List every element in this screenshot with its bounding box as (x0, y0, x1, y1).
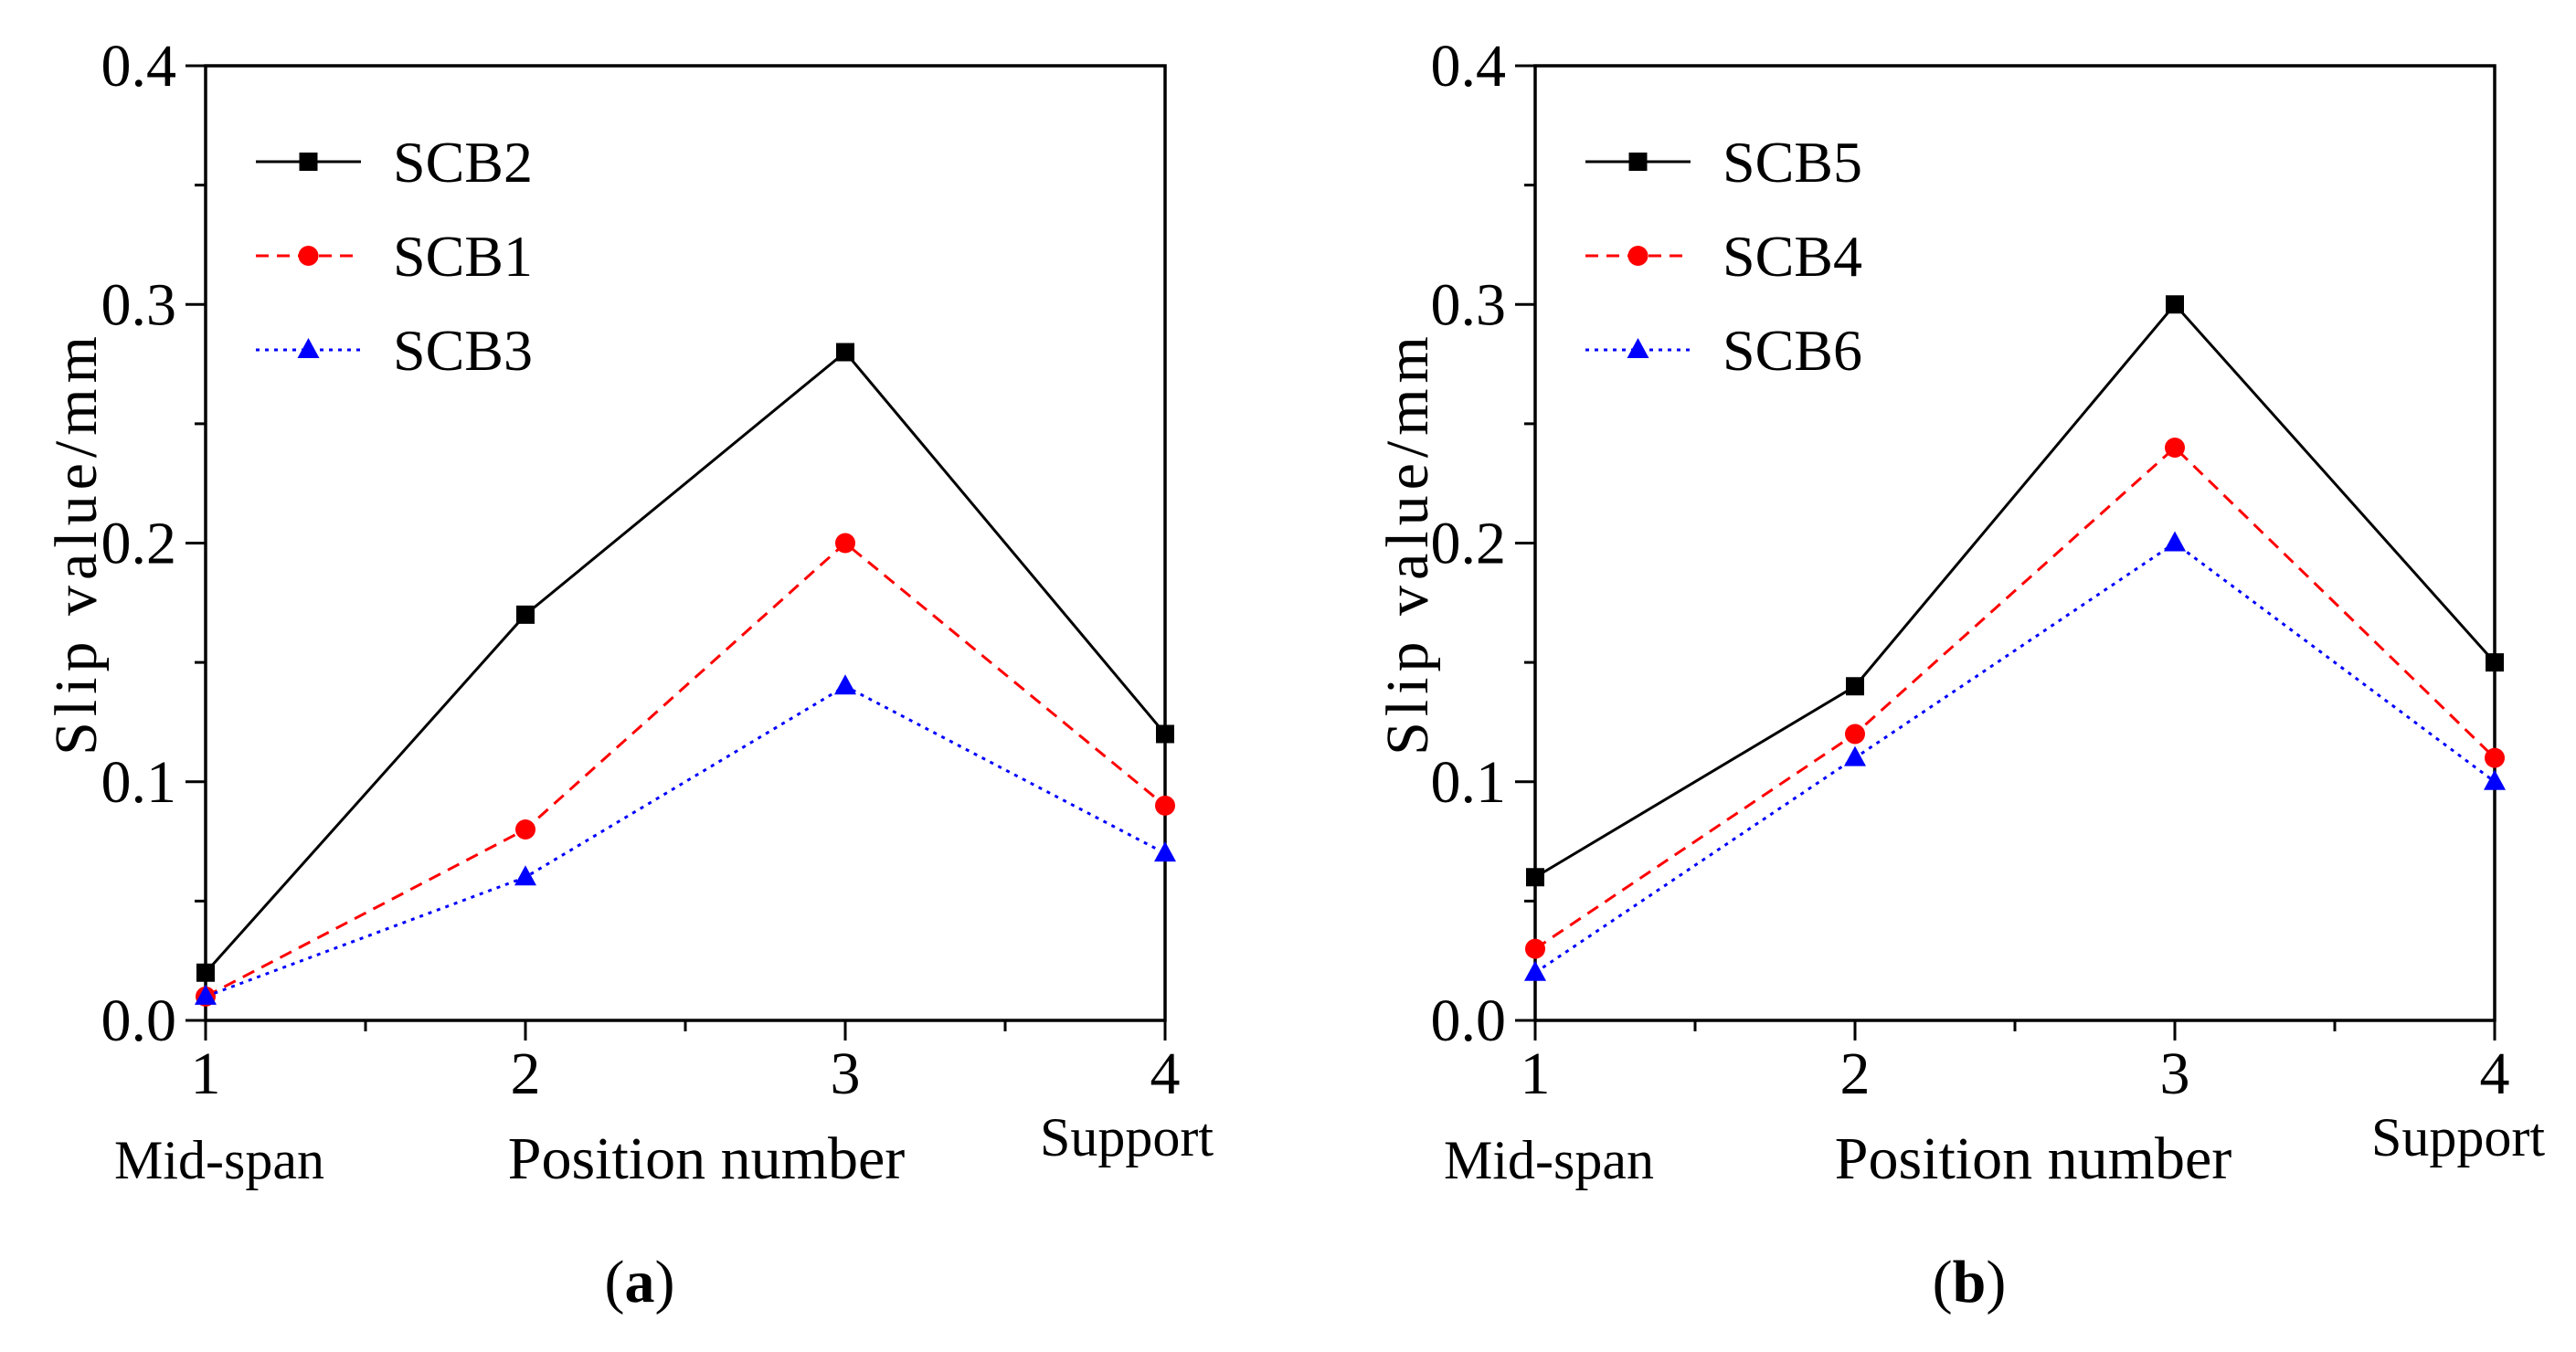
series-scb4 (1525, 438, 2505, 959)
data-point-scb6-3 (2164, 531, 2186, 552)
y-axis-label: Slip value/mm (1374, 331, 1441, 755)
data-point-scb5-2 (1846, 677, 1864, 696)
x-category-mid-span: Mid-span (1444, 1130, 1654, 1190)
series-line-scb4 (1534, 445, 2496, 950)
x-tick-label: 1 (1521, 1040, 1551, 1107)
x-category-mid-span: Mid-span (114, 1130, 324, 1190)
panel-caption: (a) (605, 1249, 675, 1315)
series-line-scb3 (205, 684, 1166, 998)
y-tick-label: 0.1 (1431, 749, 1507, 816)
y-tick-label: 0.4 (1431, 33, 1507, 100)
data-point-scb3-2 (514, 865, 536, 886)
x-category-support: Support (2371, 1107, 2545, 1167)
legend-marker-scb2 (299, 153, 318, 171)
series-line-scb6 (1534, 541, 2496, 974)
data-point-scb2-2 (516, 605, 535, 624)
series-scb3 (195, 674, 1176, 1005)
data-point-scb4-3 (2165, 438, 2185, 458)
y-tick-label: 0.4 (101, 33, 177, 100)
data-point-scb3-1 (195, 984, 217, 1005)
x-category-support: Support (1040, 1107, 1214, 1167)
series-scb1 (196, 533, 1175, 1007)
x-tick-label: 2 (511, 1040, 541, 1107)
legend-marker-scb1 (298, 246, 319, 266)
x-tick-label: 3 (2160, 1040, 2190, 1107)
caption-letter: b (1953, 1249, 1987, 1315)
caption-open-paren: ( (605, 1249, 625, 1315)
x-tick-label: 3 (831, 1040, 861, 1107)
x-tick-label: 1 (191, 1040, 221, 1107)
y-tick-label: 0.2 (1431, 511, 1507, 577)
data-point-scb4-4 (2485, 747, 2505, 768)
data-point-scb6-1 (1524, 960, 1546, 981)
data-point-scb6-2 (1844, 745, 1866, 766)
legend-marker-scb4 (1627, 246, 1648, 266)
y-axis-label: Slip value/mm (43, 331, 110, 755)
series-scb6 (1524, 531, 2506, 981)
panel-caption: (b) (1933, 1249, 2007, 1315)
x-tick-label: 4 (1150, 1040, 1181, 1107)
x-tick-label: 2 (1840, 1040, 1871, 1107)
legend-marker-scb6 (1627, 338, 1649, 358)
plot-frame (204, 64, 1167, 1022)
y-tick-label: 0.2 (101, 511, 177, 577)
data-point-scb1-2 (515, 819, 535, 840)
legend-label-scb3: SCB3 (393, 318, 533, 383)
x-axis-label: Position number (508, 1125, 906, 1192)
series-line-scb2 (204, 350, 1167, 974)
y-tick-label: 0.3 (101, 271, 177, 338)
legend-label-scb5: SCB5 (1723, 130, 1862, 195)
data-point-scb4-2 (1845, 724, 1865, 745)
legend-label-scb4: SCB4 (1723, 224, 1862, 289)
data-point-scb2-4 (1156, 724, 1174, 744)
caption-letter: a (625, 1249, 655, 1315)
data-point-scb2-3 (836, 343, 854, 362)
data-point-scb5-3 (2166, 295, 2184, 314)
series-scb2 (196, 343, 1174, 982)
legend: SCB2 SCB1 SCB3 (256, 130, 533, 383)
legend-marker-scb5 (1628, 153, 1648, 171)
data-point-scb4-1 (1525, 938, 1545, 959)
legend: SCB5 SCB4 SCB6 (1585, 130, 1862, 383)
x-tick-label: 4 (2480, 1040, 2510, 1107)
data-point-scb1-3 (835, 533, 855, 554)
data-point-scb5-4 (2486, 653, 2504, 672)
caption-close-paren: ) (1986, 1249, 2006, 1315)
legend-label-scb1: SCB1 (393, 224, 533, 289)
y-tick-label: 0.0 (101, 988, 177, 1054)
y-tick-label: 0.0 (1431, 988, 1507, 1054)
x-axis-label: Position number (1835, 1125, 2232, 1192)
series-line-scb1 (205, 541, 1166, 998)
data-point-scb2-1 (196, 963, 215, 982)
data-point-scb3-3 (834, 674, 856, 695)
chart-panel-b: 0.0 0.1 0.2 0.3 0.4 1 2 3 4 Mid-span Position numb… (1374, 33, 2545, 1315)
legend-label-scb6: SCB6 (1723, 318, 1862, 383)
caption-close-paren: ) (655, 1249, 675, 1315)
caption-open-paren: ( (1933, 1249, 1953, 1315)
series-scb5 (1526, 295, 2504, 887)
legend-label-scb2: SCB2 (393, 130, 533, 195)
data-point-scb5-1 (1526, 868, 1544, 887)
data-point-scb3-4 (1154, 841, 1176, 862)
y-tick-label: 0.3 (1431, 271, 1507, 338)
data-point-scb6-4 (2484, 769, 2506, 790)
chart-panel-a: 0.0 0.1 0.2 0.3 0.4 1 2 3 4 Mid-span Position numb… (43, 33, 1214, 1315)
y-tick-label: 0.1 (101, 749, 177, 816)
plot-frame (1533, 64, 2496, 1022)
legend-marker-scb3 (297, 338, 320, 358)
series-line-scb5 (1534, 301, 2496, 879)
data-point-scb1-4 (1155, 795, 1175, 816)
